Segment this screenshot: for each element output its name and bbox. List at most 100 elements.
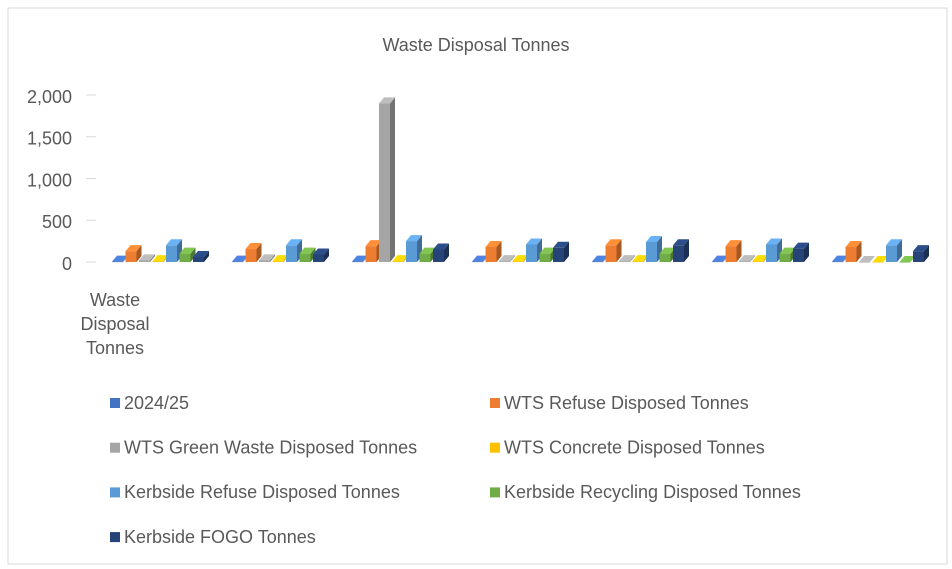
bar-front bbox=[259, 260, 270, 262]
bar-side bbox=[204, 250, 209, 262]
bar-top bbox=[766, 238, 782, 245]
bar-top bbox=[406, 235, 422, 242]
bar-top bbox=[139, 254, 155, 261]
bar-front bbox=[166, 245, 177, 262]
bar-front bbox=[673, 245, 684, 262]
y-tick-label: 500 bbox=[42, 212, 72, 232]
bar-side bbox=[630, 255, 635, 262]
bar-top bbox=[299, 247, 316, 254]
bar bbox=[619, 255, 635, 262]
bar-front bbox=[152, 261, 164, 262]
bar-side bbox=[496, 240, 502, 262]
bar-top bbox=[899, 256, 916, 262]
bar bbox=[313, 248, 329, 262]
bar-top bbox=[365, 240, 382, 247]
bar-side bbox=[897, 239, 902, 262]
bar-front bbox=[845, 246, 857, 262]
bar-top bbox=[793, 242, 809, 249]
bar-front bbox=[125, 251, 137, 262]
bar-front bbox=[605, 245, 617, 262]
bar-top bbox=[112, 255, 128, 262]
bar-front bbox=[592, 261, 603, 263]
bar-front bbox=[179, 253, 191, 262]
bar-top bbox=[166, 239, 182, 246]
bar-front bbox=[245, 249, 257, 262]
bar-front bbox=[232, 261, 243, 263]
bar bbox=[433, 243, 449, 262]
bar bbox=[899, 256, 916, 263]
bar-top bbox=[752, 255, 769, 262]
bar-front bbox=[832, 261, 843, 263]
bar-top bbox=[592, 255, 608, 262]
bar-front bbox=[859, 262, 870, 263]
bar-front bbox=[725, 246, 737, 262]
bar-front bbox=[553, 247, 564, 262]
bar-side bbox=[684, 239, 689, 262]
y-tick-label: 2,000 bbox=[27, 87, 72, 107]
bar-top bbox=[499, 255, 515, 262]
bar-top bbox=[539, 247, 556, 254]
bar-top bbox=[779, 247, 796, 254]
bar-top bbox=[553, 241, 569, 248]
bar-front bbox=[392, 261, 404, 262]
bar-top bbox=[712, 255, 728, 262]
legend-label: 2024/25 bbox=[124, 393, 189, 413]
bar-front bbox=[472, 261, 483, 263]
bar-side bbox=[924, 245, 929, 262]
bar-front bbox=[739, 261, 750, 262]
bar-top bbox=[259, 254, 275, 261]
bar-side bbox=[190, 247, 196, 262]
bar-side bbox=[270, 254, 275, 262]
y-tick-label: 1,500 bbox=[27, 129, 72, 149]
bar-top bbox=[379, 97, 395, 104]
legend-swatch bbox=[110, 487, 120, 498]
bar-front bbox=[512, 261, 524, 262]
bar-front bbox=[286, 245, 297, 262]
bar-side bbox=[444, 243, 449, 262]
bar-top bbox=[872, 256, 889, 262]
bar bbox=[139, 254, 155, 262]
bar-side bbox=[750, 255, 755, 262]
bar-front bbox=[539, 253, 551, 262]
bar-side bbox=[736, 240, 742, 262]
bar bbox=[379, 97, 395, 262]
bar-top bbox=[419, 247, 436, 254]
bar-top bbox=[232, 255, 248, 262]
bar-front bbox=[779, 253, 791, 262]
bar bbox=[886, 239, 902, 262]
bar bbox=[553, 241, 569, 262]
bar-front bbox=[139, 260, 150, 262]
bar bbox=[793, 242, 809, 262]
chart-title: Waste Disposal Tonnes bbox=[382, 35, 569, 55]
bar-side bbox=[856, 240, 862, 262]
bar bbox=[193, 250, 209, 262]
bar-front bbox=[299, 253, 311, 262]
bar-front bbox=[433, 249, 444, 262]
bar-front bbox=[365, 246, 377, 262]
bar-side bbox=[324, 248, 329, 262]
bar-top bbox=[245, 243, 262, 250]
bar-top bbox=[526, 238, 542, 245]
bar-top bbox=[673, 239, 689, 246]
bar-front bbox=[193, 256, 204, 262]
bar-top bbox=[125, 245, 142, 252]
bar-top bbox=[725, 240, 742, 247]
bar-front bbox=[272, 261, 284, 262]
bar-top bbox=[659, 247, 676, 254]
bar bbox=[845, 240, 862, 262]
bar-front bbox=[872, 262, 884, 263]
legend-swatch bbox=[110, 532, 120, 543]
bar-top bbox=[739, 255, 755, 262]
bar bbox=[245, 243, 262, 262]
bar bbox=[913, 245, 929, 262]
bar-top bbox=[632, 255, 649, 262]
legend-swatch bbox=[110, 398, 120, 408]
bar-top bbox=[886, 239, 902, 246]
bar-top bbox=[512, 255, 529, 262]
legend-swatch bbox=[490, 398, 500, 408]
y-tick-label: 1,000 bbox=[27, 170, 72, 190]
bar-front bbox=[485, 246, 497, 262]
bar bbox=[179, 247, 196, 262]
bar-front bbox=[766, 244, 777, 262]
